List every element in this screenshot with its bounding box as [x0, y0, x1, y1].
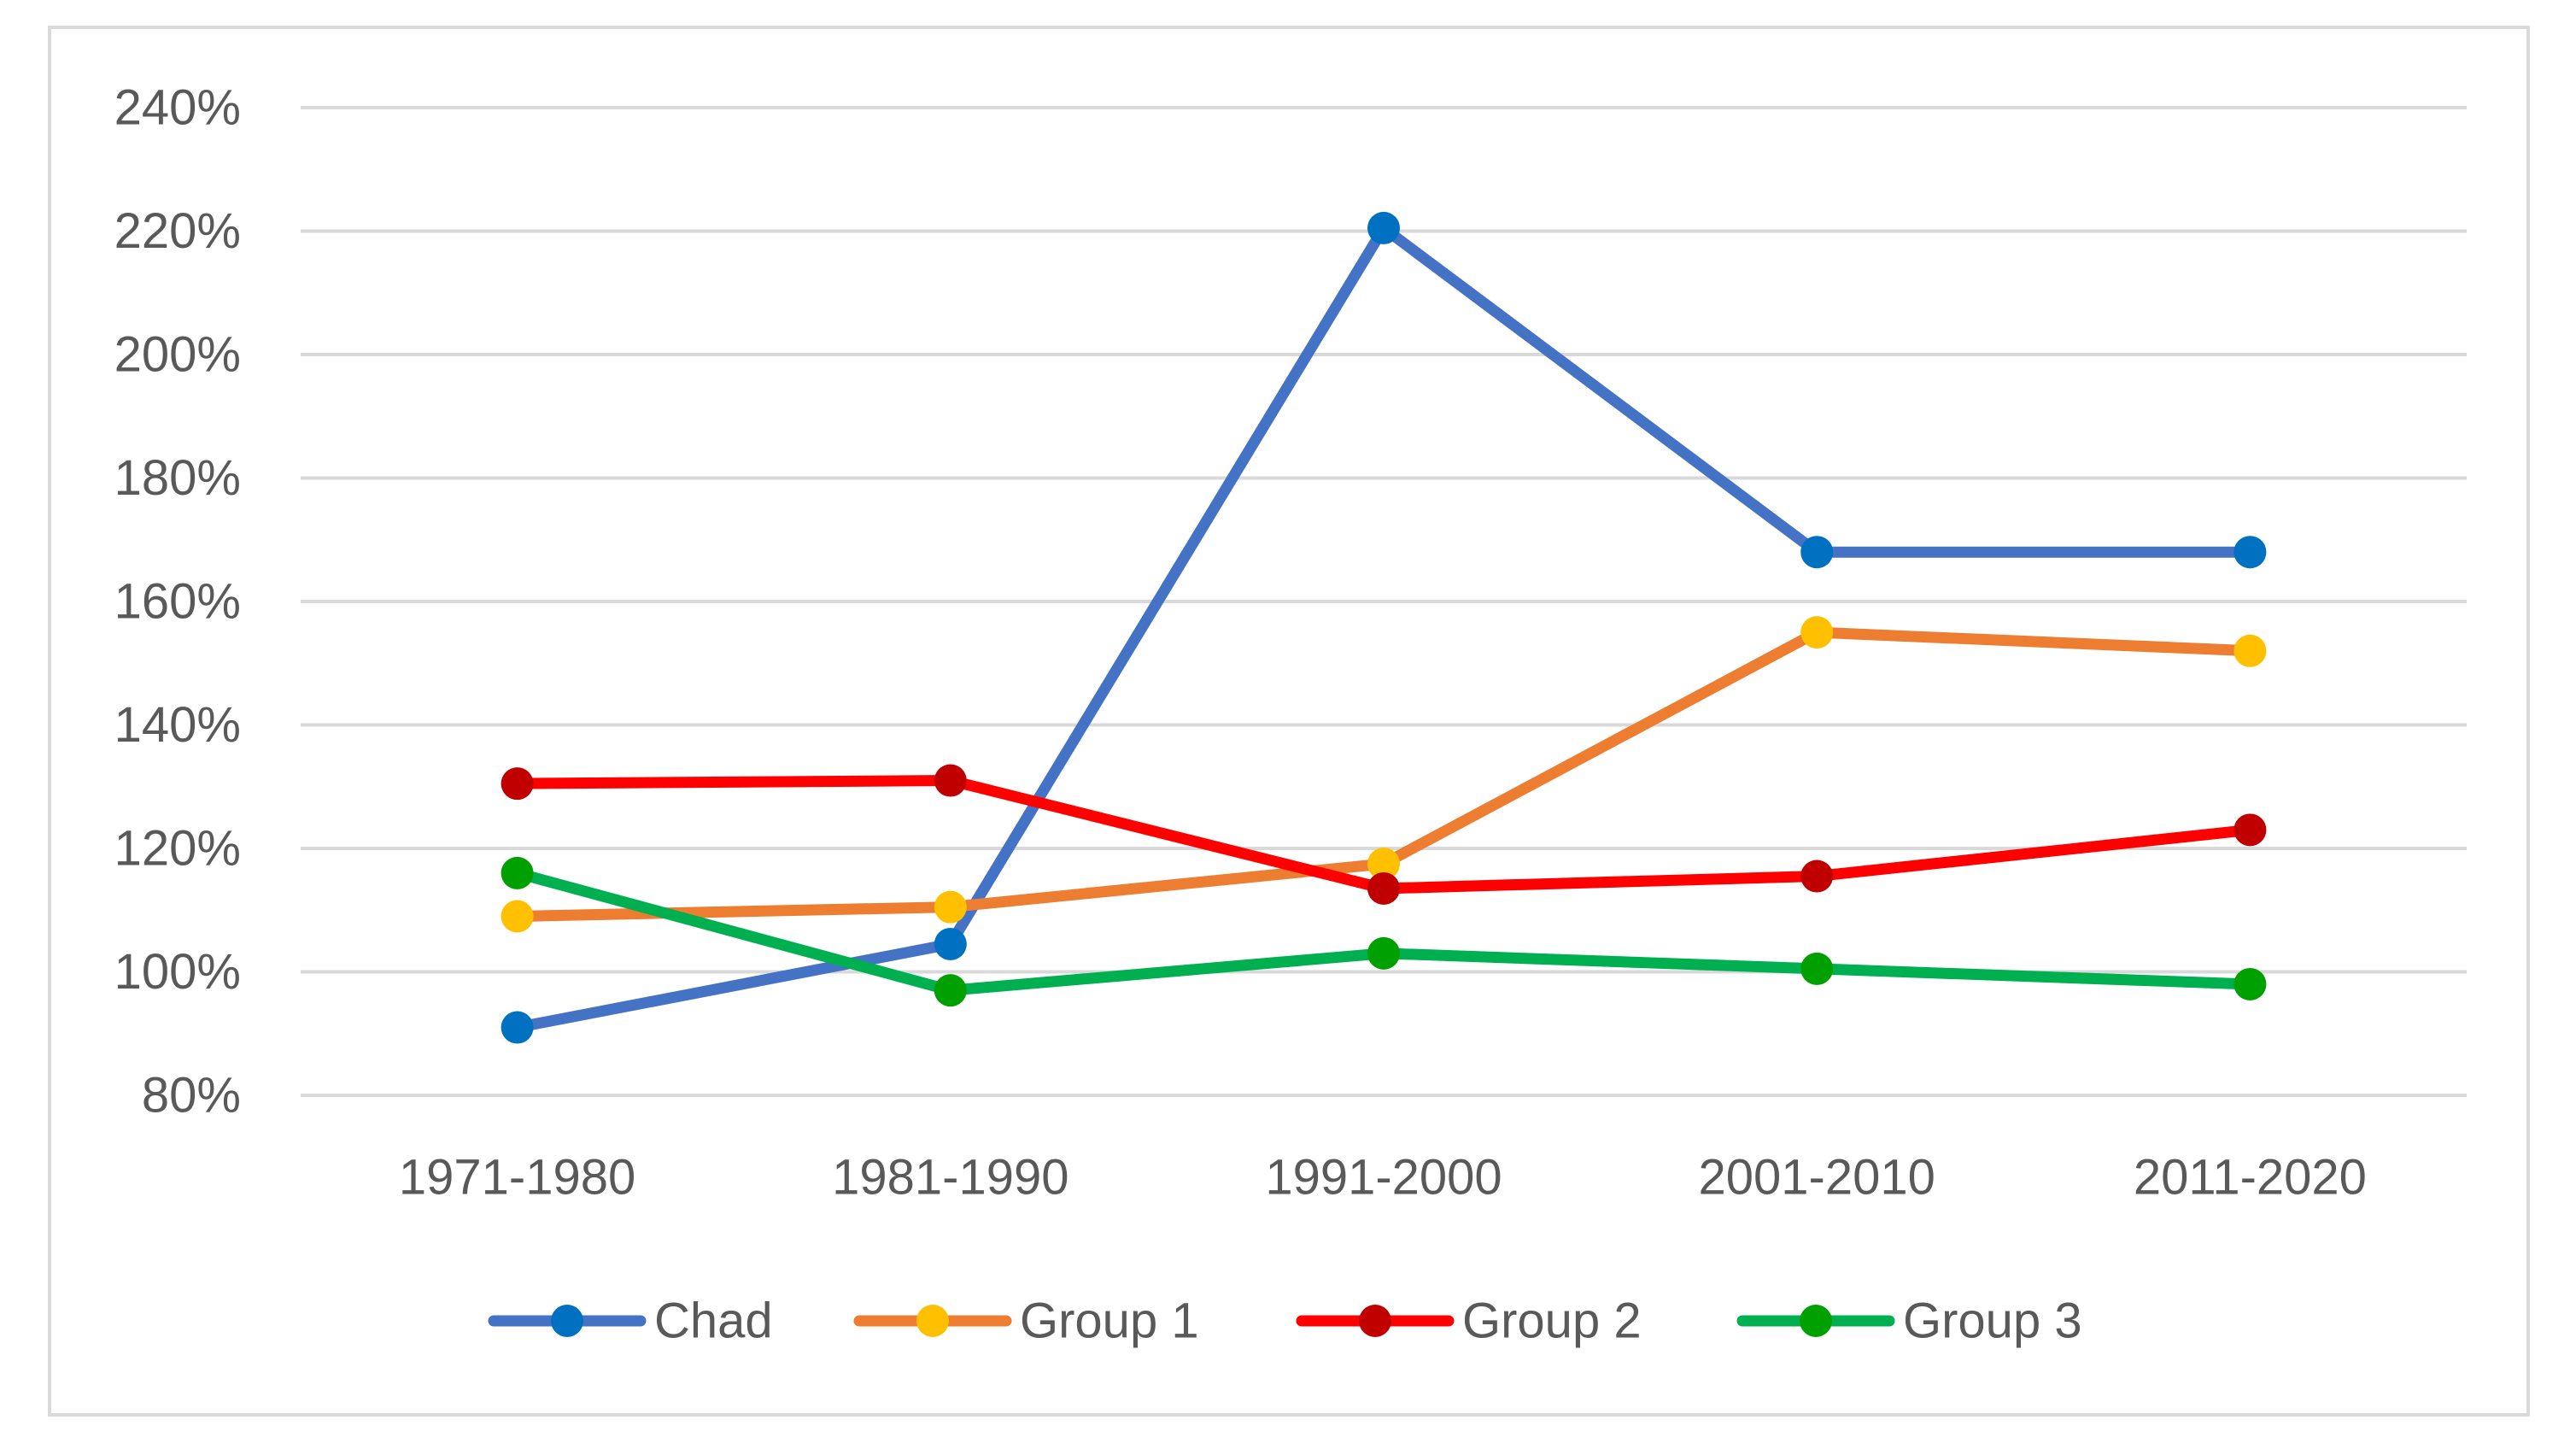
- x-tick-label: 1991-2000: [1265, 1150, 1502, 1206]
- legend-item: Chad: [488, 1294, 773, 1349]
- data-point-group-1: [1367, 848, 1400, 881]
- gridlines: [301, 106, 2467, 1097]
- legend-label: Group 1: [1020, 1294, 1199, 1349]
- x-tick-label: 2011-2020: [2134, 1150, 2367, 1206]
- x-tick-label: 1981-1990: [832, 1150, 1068, 1206]
- legend-marker: [551, 1305, 583, 1337]
- y-tick-label: 200%: [114, 327, 241, 383]
- legend-label: Group 3: [1903, 1294, 2082, 1349]
- x-axis-tick-labels: 1971-1980 1981-1990 1991-2000 2001-2010 2011…: [399, 1150, 2367, 1206]
- data-point-group-3: [1800, 952, 1834, 985]
- legend-item: Group 1: [853, 1294, 1199, 1349]
- data-point-group-3: [1367, 936, 1400, 970]
- data-point-chad: [1367, 211, 1400, 244]
- legend-marker: [1800, 1305, 1832, 1337]
- data-point-chad: [2234, 536, 2267, 569]
- data-point-chad: [934, 927, 967, 960]
- x-tick-label: 1971-1980: [399, 1150, 635, 1206]
- y-axis-tick-labels: 80% 100% 120% 140% 160% 180% 200% 220% 240%: [114, 80, 241, 1124]
- series-markers: [501, 211, 2267, 1044]
- data-point-group-2: [1367, 871, 1400, 905]
- data-point-group-3: [2234, 967, 2267, 1000]
- y-tick-label: 220%: [114, 203, 241, 259]
- series-lines: [512, 222, 2256, 1034]
- data-point-group-2: [501, 767, 534, 801]
- legend-marker: [1359, 1305, 1391, 1337]
- y-tick-label: 180%: [114, 450, 241, 506]
- data-point-group-3: [934, 974, 967, 1007]
- legend: Chad Group 1 Group 2 Group 3: [488, 1294, 2082, 1349]
- y-tick-label: 240%: [114, 80, 241, 136]
- data-point-group-1: [1800, 616, 1834, 649]
- y-tick-label: 100%: [114, 944, 241, 1000]
- data-point-group-2: [2234, 813, 2267, 847]
- data-point-chad: [501, 1011, 534, 1044]
- data-point-chad: [1800, 536, 1834, 569]
- y-tick-label: 120%: [114, 821, 241, 877]
- data-point-group-1: [501, 900, 534, 933]
- chart-frame: [48, 26, 2530, 1417]
- data-point-group-1: [2234, 634, 2267, 667]
- data-point-group-2: [934, 764, 967, 797]
- data-point-group-3: [501, 856, 534, 889]
- legend-item: Group 2: [1296, 1294, 1642, 1349]
- y-tick-label: 80%: [142, 1068, 241, 1124]
- data-point-group-1: [934, 890, 967, 924]
- legend-label: Chad: [654, 1294, 773, 1349]
- legend-marker: [916, 1305, 949, 1337]
- legend-item: Group 3: [1736, 1294, 2082, 1349]
- x-tick-label: 2001-2010: [1699, 1150, 1935, 1206]
- data-point-group-2: [1800, 860, 1834, 893]
- legend-label: Group 2: [1462, 1294, 1642, 1349]
- y-tick-label: 160%: [114, 574, 241, 630]
- y-tick-label: 140%: [114, 697, 241, 753]
